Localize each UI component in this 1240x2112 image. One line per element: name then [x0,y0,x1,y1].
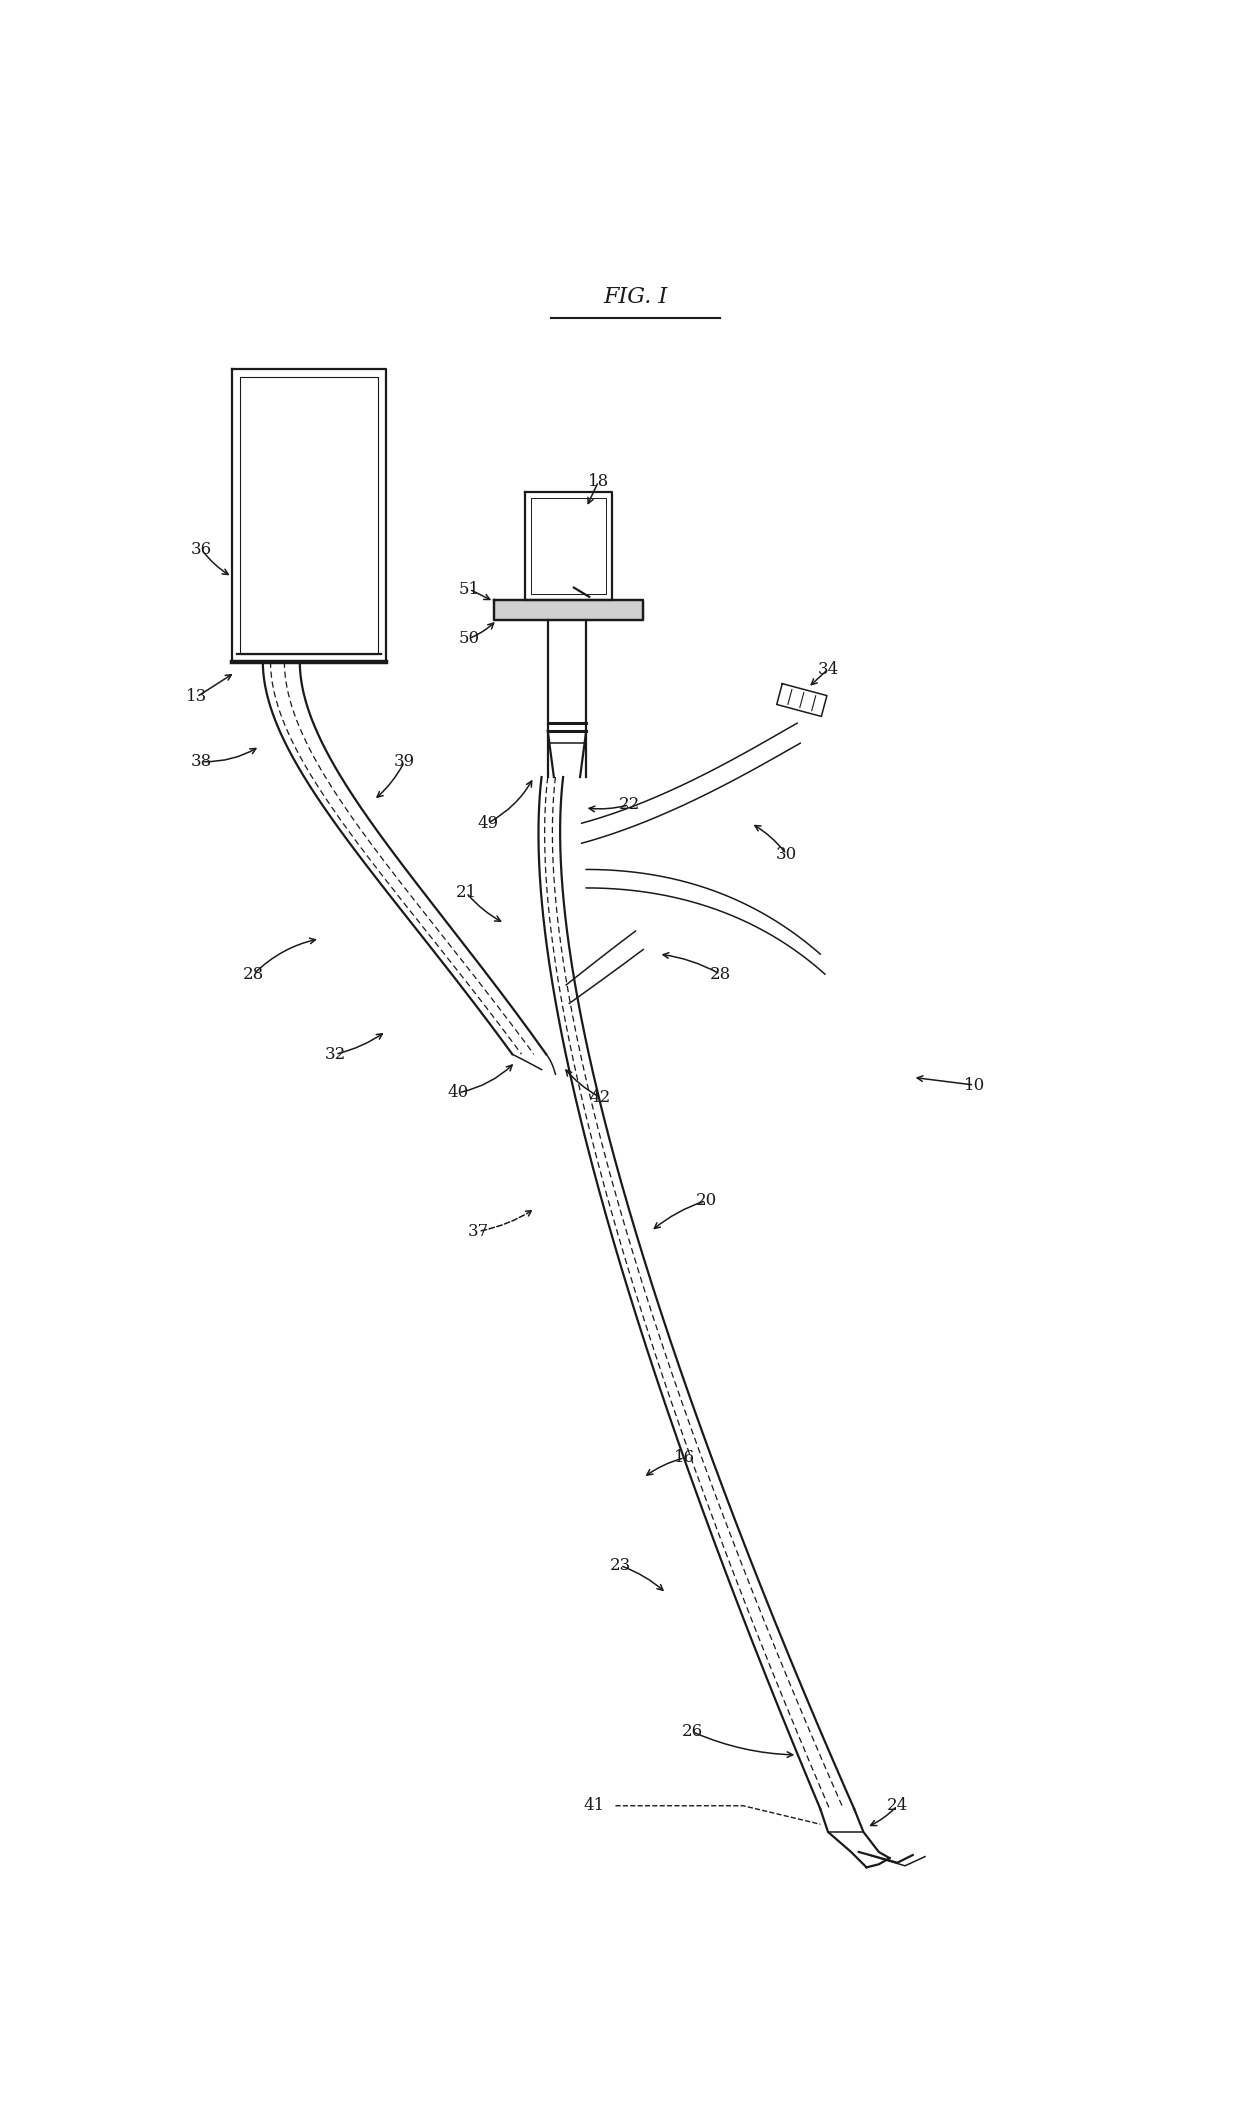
Text: 22: 22 [619,796,640,813]
Text: 49: 49 [477,815,498,832]
Text: 23: 23 [610,1557,631,1573]
Text: 10: 10 [963,1077,985,1094]
Text: FIG. I: FIG. I [604,285,667,308]
Text: 20: 20 [696,1191,717,1208]
Text: 39: 39 [394,754,415,771]
Text: 51: 51 [459,581,480,598]
Text: 26: 26 [682,1723,703,1740]
Polygon shape [494,600,644,621]
Text: 50: 50 [459,629,480,646]
Text: 21: 21 [455,885,476,902]
Text: 28: 28 [709,965,730,982]
Text: 18: 18 [588,473,609,490]
Text: 41: 41 [583,1797,605,1814]
Text: 34: 34 [817,661,838,678]
Text: 42: 42 [589,1090,611,1107]
Text: 28: 28 [243,965,264,982]
Text: 16: 16 [675,1449,696,1466]
Text: 40: 40 [448,1083,469,1100]
Text: 37: 37 [467,1223,489,1240]
Text: 13: 13 [186,689,207,705]
Text: 32: 32 [325,1045,346,1062]
Text: 38: 38 [191,754,212,771]
Text: 24: 24 [887,1797,908,1814]
Text: 36: 36 [191,541,212,558]
Text: 30: 30 [776,845,797,862]
